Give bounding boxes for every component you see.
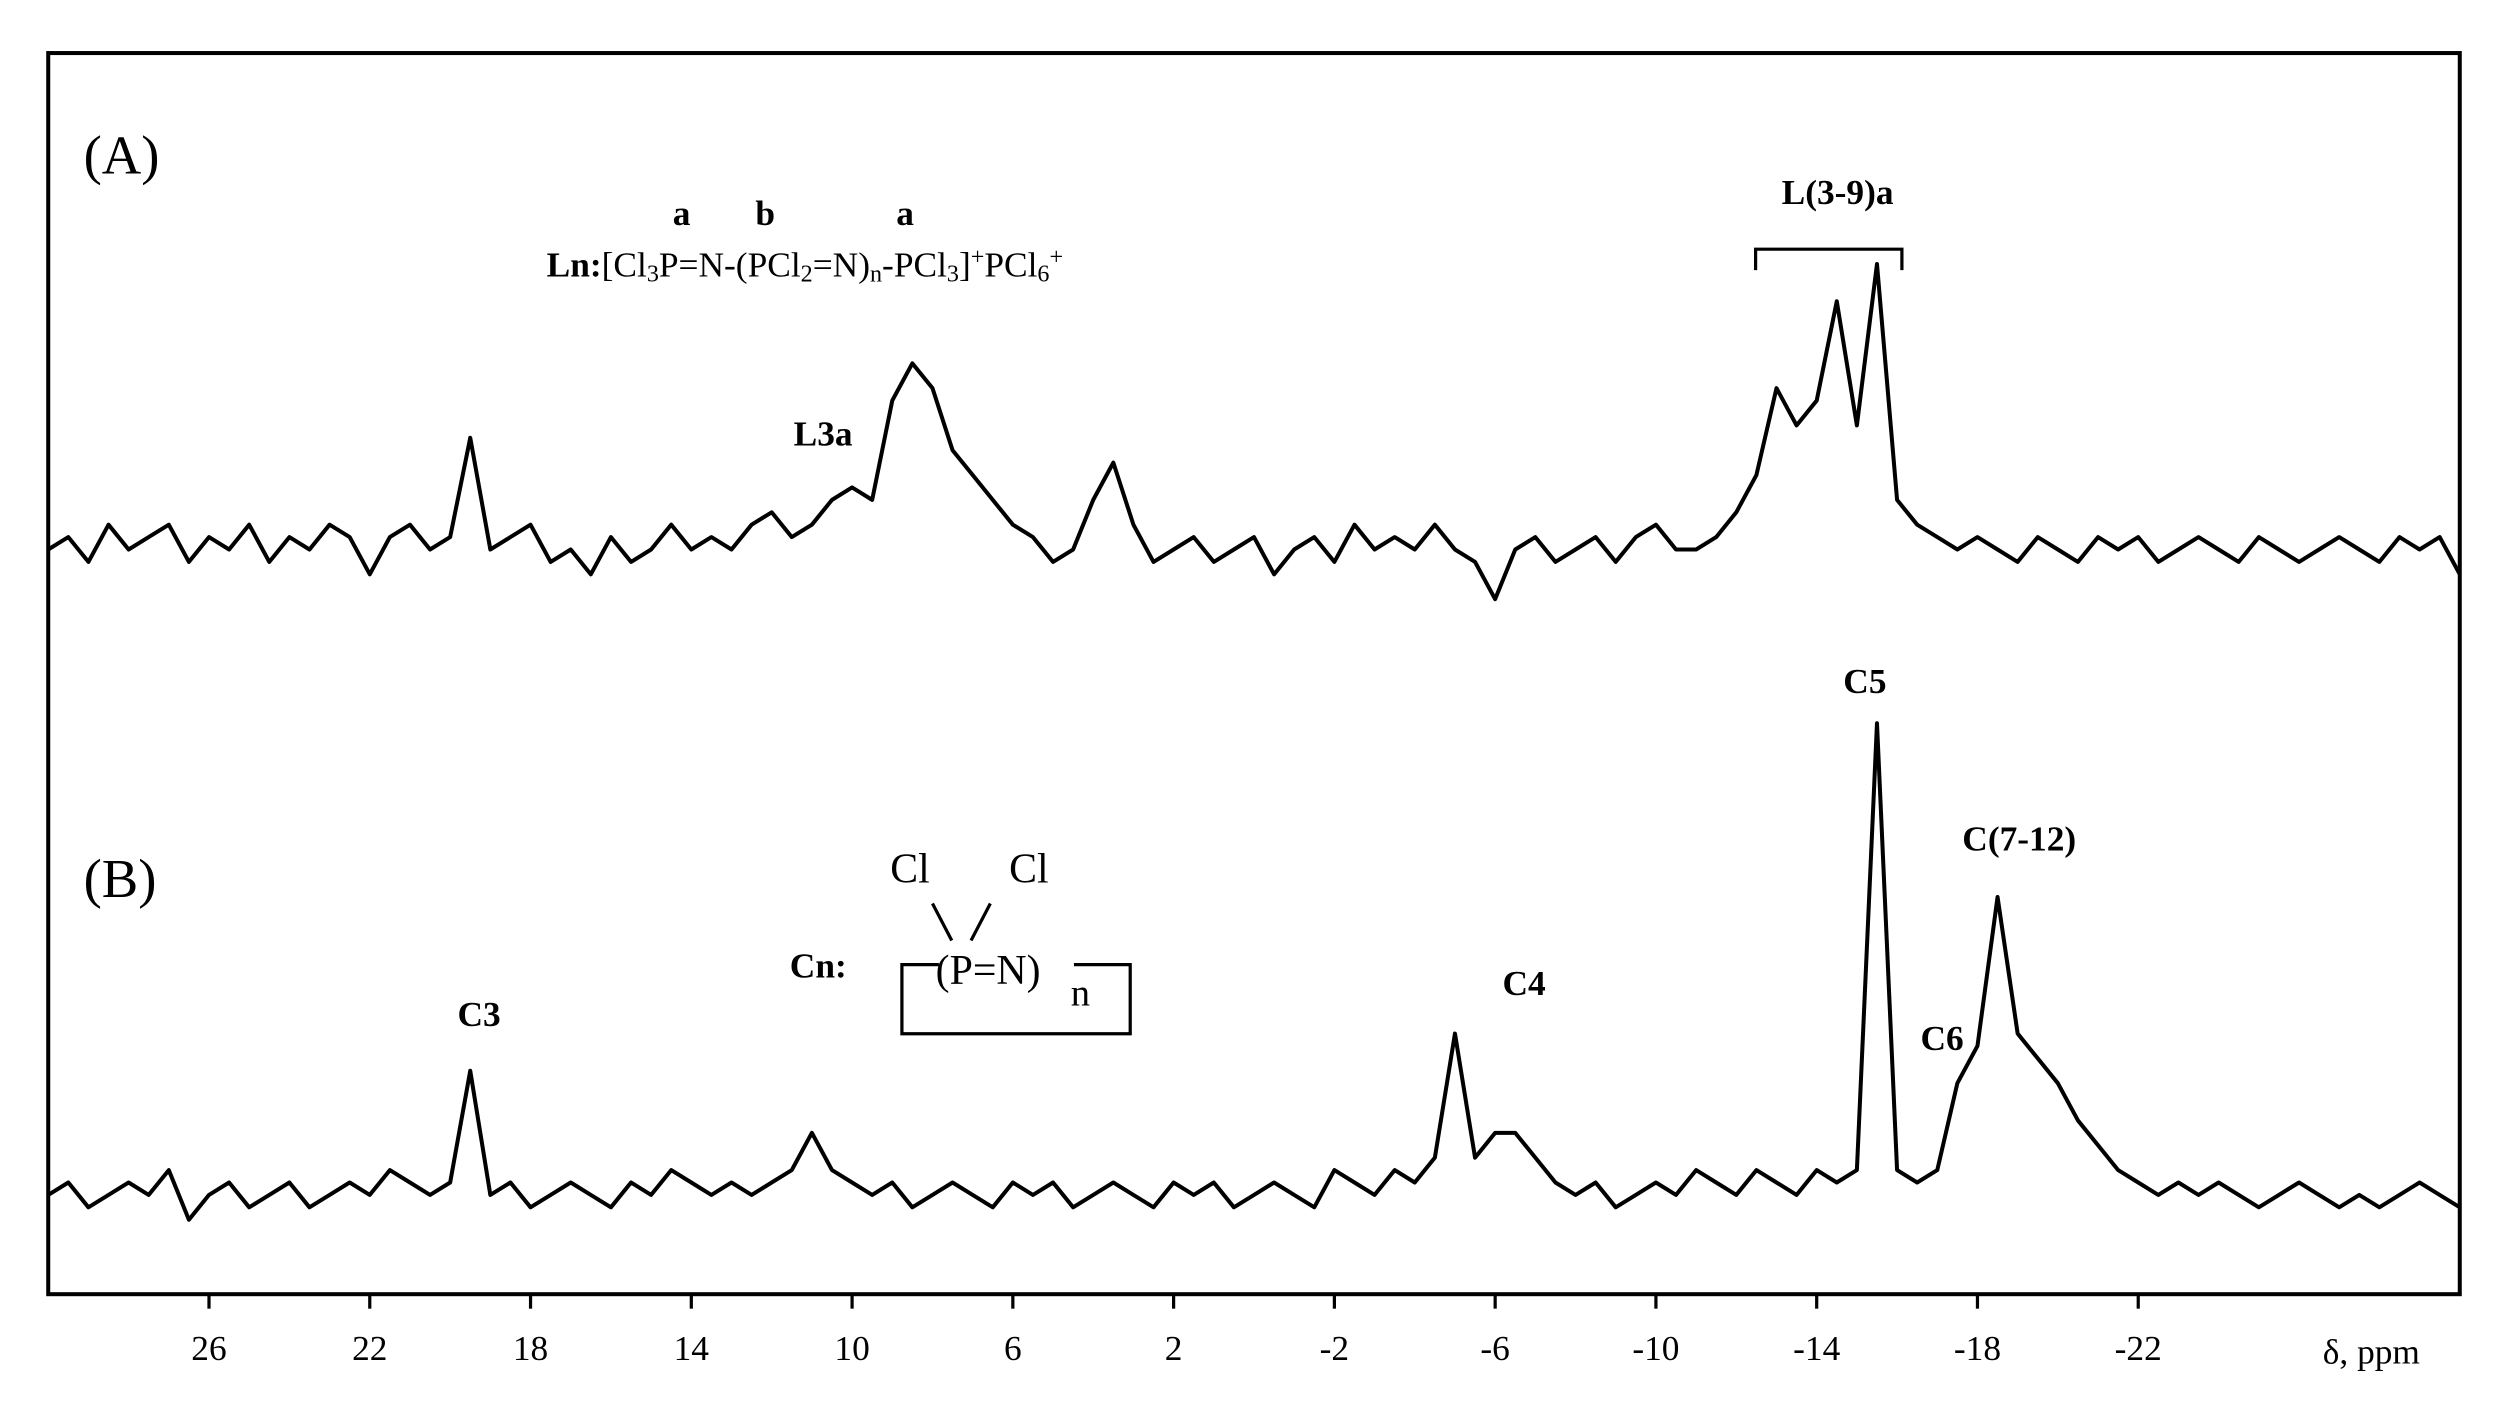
plot-frame bbox=[46, 51, 2462, 1297]
x-tick-label: -2 bbox=[1320, 1328, 1349, 1368]
superscript: + bbox=[971, 244, 985, 270]
superscript: + bbox=[1050, 244, 1064, 270]
subscript: 3 bbox=[647, 261, 659, 287]
atom: Cl bbox=[890, 847, 929, 893]
annotation: C(7-12) bbox=[1962, 819, 2076, 859]
bracket bbox=[1753, 247, 1904, 271]
subscript: 6 bbox=[1037, 261, 1049, 287]
x-tick-label: 26 bbox=[191, 1328, 226, 1368]
ring-box bbox=[900, 963, 1132, 1036]
formula-label: Ln: bbox=[547, 245, 602, 285]
x-tick-label: -18 bbox=[1954, 1328, 2001, 1368]
formula: Ln:[Cl3P=N-(PCl2=N)n-PCl3]+PCl6+ bbox=[547, 244, 1063, 287]
atom: Cl bbox=[1009, 847, 1049, 893]
formula-text: P=N-(PCl bbox=[659, 245, 801, 285]
subscript: 2 bbox=[801, 261, 813, 287]
annotation: C6 bbox=[1920, 1018, 1963, 1058]
panel-label: (B) bbox=[84, 848, 157, 909]
annotation: C4 bbox=[1502, 963, 1546, 1003]
formula-text: -PCl bbox=[882, 245, 947, 285]
subscript: n bbox=[1071, 973, 1090, 1015]
x-tick-label: 6 bbox=[1004, 1328, 1022, 1368]
x-tick-label: 18 bbox=[513, 1328, 548, 1368]
annotation: C3 bbox=[457, 994, 500, 1034]
ring-formula: (P=N) bbox=[936, 948, 1041, 994]
formula-text: ] bbox=[959, 245, 971, 285]
bond bbox=[931, 902, 992, 942]
formula-text: [Cl bbox=[602, 245, 647, 285]
annotation: L3a bbox=[794, 413, 853, 453]
site-label: b bbox=[755, 193, 775, 233]
x-tick-label: 14 bbox=[674, 1328, 710, 1368]
x-tick-label: 10 bbox=[834, 1328, 869, 1368]
x-tick-label: -14 bbox=[1793, 1328, 1840, 1368]
x-tick-label: -6 bbox=[1480, 1328, 1509, 1368]
spectrum-line bbox=[47, 262, 2462, 602]
site-label: a bbox=[896, 193, 914, 233]
x-axis-label: δ, ppm bbox=[2323, 1331, 2420, 1371]
x-tick-label: 22 bbox=[352, 1328, 387, 1368]
formula-text: PCl bbox=[984, 245, 1037, 285]
site-label: a bbox=[673, 193, 691, 233]
x-tick-label: 2 bbox=[1165, 1328, 1183, 1368]
formula-text: =N) bbox=[813, 245, 870, 285]
spectrum-line bbox=[47, 721, 2461, 1222]
subscript: 3 bbox=[947, 261, 959, 287]
annotation: L(3-9)a bbox=[1782, 172, 1894, 212]
x-tick-label: -22 bbox=[2115, 1328, 2162, 1368]
panel-label: (A) bbox=[84, 124, 160, 185]
annotation: C5 bbox=[1843, 661, 1886, 701]
formula-label: Cn: bbox=[790, 946, 847, 986]
subscript: n bbox=[870, 261, 882, 287]
x-tick-label: -10 bbox=[1632, 1328, 1679, 1368]
